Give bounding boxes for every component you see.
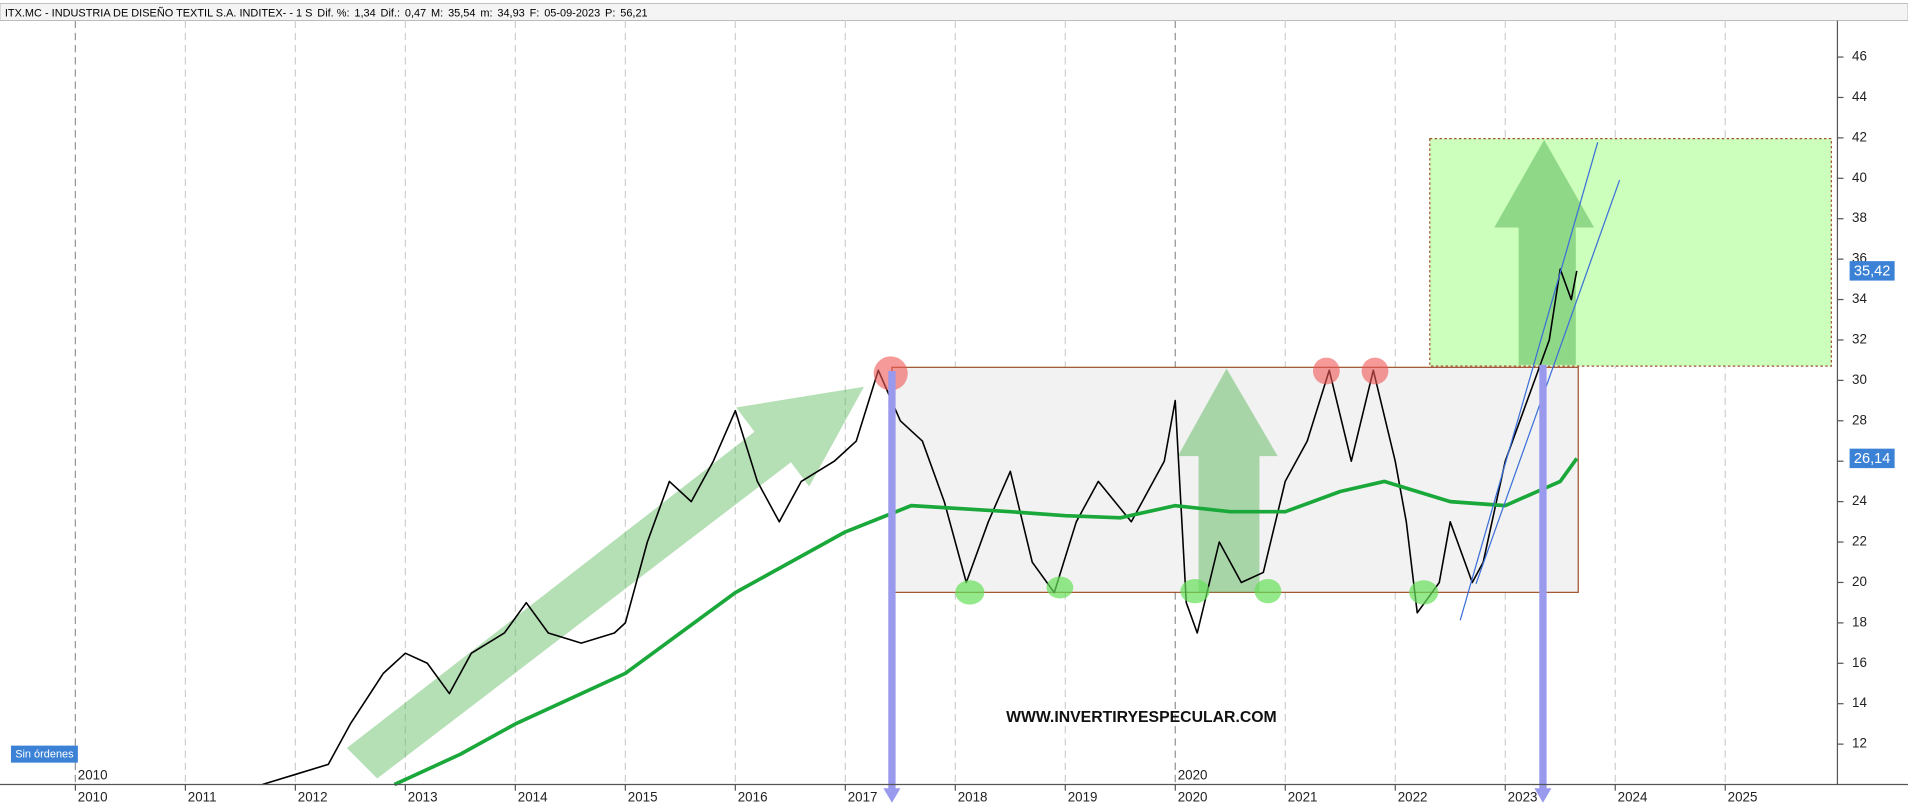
header-text: ITX.MC - INDUSTRIA DE DISEÑO TEXTIL S.A.… [5,6,313,19]
header-text: Dif.: [381,7,400,19]
trough-marker [955,580,985,605]
target-box [1429,138,1832,367]
trough-marker [1046,576,1074,599]
status: Sin órdenes [15,749,74,761]
y-tick-label: 24 [1852,493,1867,508]
x-tick-label: 2024 [1618,789,1648,804]
x-tick-label: 2012 [298,789,328,804]
x-tick-label: 2014 [518,789,548,804]
header-text: P: [605,7,615,19]
y-tick-label: 44 [1852,89,1867,104]
price-tag [1849,261,1895,281]
header-text: m: [480,7,492,19]
price-tag [1849,448,1895,469]
header-text: Dif. %: [317,7,349,19]
y-tick-label: 46 [1852,49,1867,64]
y-tick-label: 22 [1852,534,1867,549]
y-tick-label: 12 [1852,736,1867,751]
y-tick-label: 18 [1852,614,1867,629]
header-text: F: [530,7,540,19]
x-tick-label: 2016 [738,789,768,804]
price-tag-label: 26,14 [1854,451,1890,467]
x-tick-label: 2018 [958,789,988,804]
x-tick-label: 2015 [628,789,658,804]
trough-marker [1180,578,1210,604]
header-text: 56,21 [620,7,647,19]
up-arrow [1177,368,1278,593]
header-text: M: [431,7,443,19]
trend-arrow [346,386,864,779]
x-tick-label: 2010 [78,789,108,804]
trough-marker [1254,578,1282,604]
y-tick-label: 16 [1852,655,1867,670]
header-bar [0,3,1908,21]
watermark: WWW.INVERTIRYESPECULAR.COM [1006,709,1277,726]
x-tick-label: 2011 [188,789,217,804]
projection-arrows [888,364,1547,791]
y-tick-label: 32 [1852,331,1867,346]
x-tick-label: 2021 [1288,789,1318,804]
y-tick-label: 40 [1852,170,1867,185]
header: ITX.MC - INDUSTRIA DE DISEÑO TEXTIL S.A.… [5,6,648,19]
era-label: 2020 [1178,768,1208,783]
x-tick-label: 2017 [848,789,878,804]
up-arrow [1494,139,1595,365]
peak-markers [873,356,1389,391]
moving-average-line [393,457,1579,787]
x-tick-label: 2022 [1398,789,1428,804]
channel-line [1459,142,1599,621]
header-text: 34,93 [497,7,524,19]
header-text: 05-09-2023 [544,7,600,19]
y-tick-label: 28 [1852,412,1867,427]
x-tick-label: 2025 [1728,789,1758,804]
peak-marker [1361,357,1389,385]
trough-marker [1409,580,1439,605]
header-text: 1,34 [354,7,375,19]
y-tick-label: 42 [1852,129,1867,144]
header-text: 0,47 [405,7,426,19]
y-tick-label: 30 [1852,372,1867,387]
x-tick-label: 2020 [1178,789,1208,804]
x-tick-label: 2013 [408,789,438,804]
status-badge [10,745,78,763]
era-label: 2010 [78,768,108,783]
x-tick-label: 2023 [1508,789,1538,804]
price-tag-label: 35,42 [1854,263,1890,279]
channel-line [1475,179,1621,585]
trough-markers [955,576,1439,605]
x-tick-label: 2019 [1068,789,1098,804]
arrow-head [1534,788,1552,803]
y-tick-label: 14 [1852,695,1867,710]
peak-marker [1312,357,1340,385]
arrow-head [883,788,901,803]
y-tick-label: 20 [1852,574,1867,589]
header-text: 35,54 [448,7,475,19]
y-tick-label: 38 [1852,210,1867,225]
y-tick-label: 34 [1852,291,1867,306]
